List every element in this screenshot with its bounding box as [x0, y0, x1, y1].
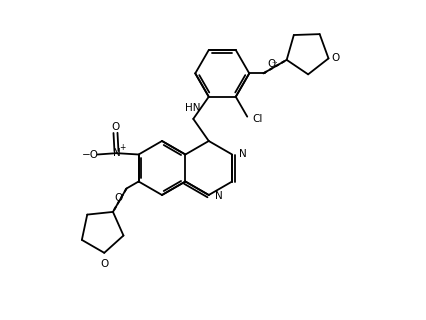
- Text: −O: −O: [81, 149, 98, 159]
- Text: O: O: [100, 259, 108, 269]
- Text: O: O: [111, 123, 120, 132]
- Text: N: N: [215, 191, 223, 201]
- Text: O: O: [114, 193, 122, 203]
- Text: ···: ···: [272, 60, 278, 66]
- Text: +: +: [119, 143, 125, 152]
- Text: O: O: [267, 60, 276, 69]
- Text: HN: HN: [184, 103, 200, 113]
- Text: Cl: Cl: [252, 114, 262, 124]
- Text: N: N: [112, 148, 121, 158]
- Text: N: N: [239, 148, 246, 158]
- Text: O: O: [331, 53, 340, 63]
